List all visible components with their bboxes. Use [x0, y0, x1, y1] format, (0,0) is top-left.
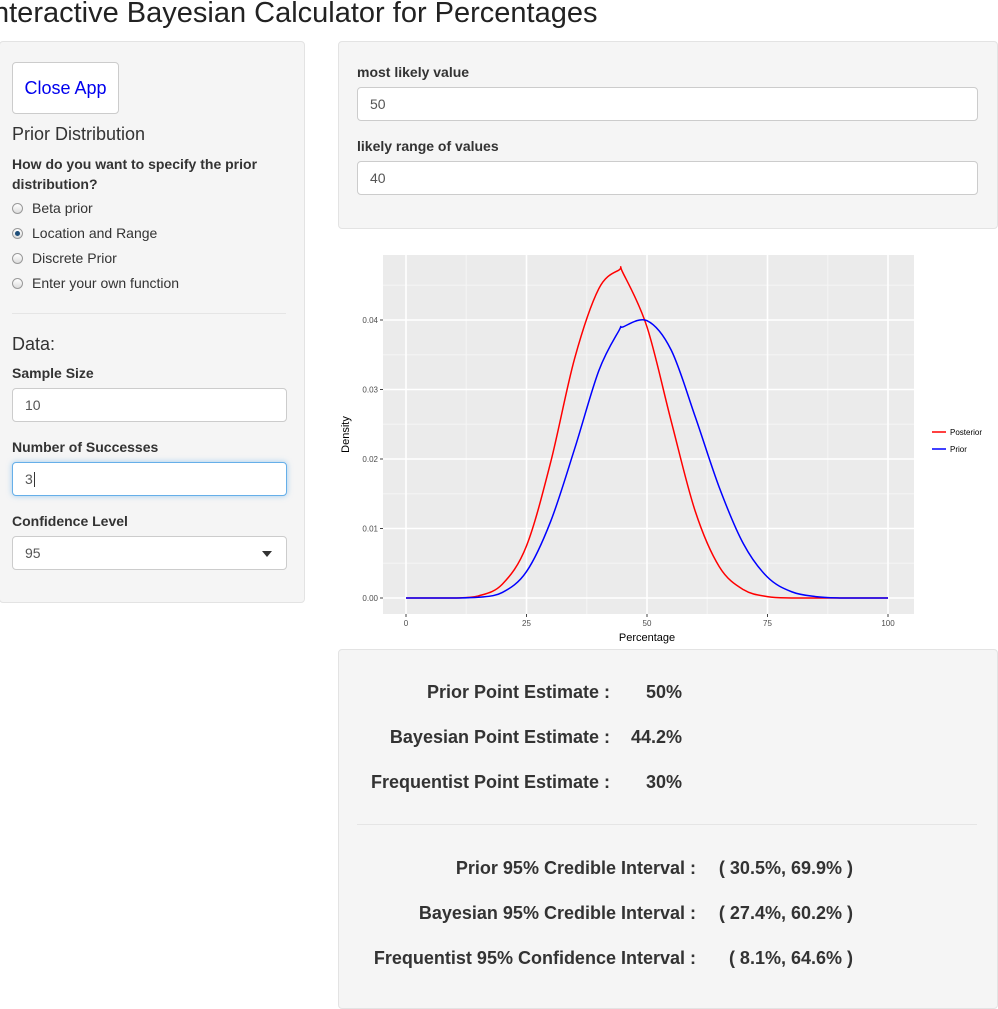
likely-range-label: likely range of values [357, 138, 499, 154]
most-likely-input[interactable]: 50 [357, 87, 978, 121]
series-line-posterior [406, 266, 888, 599]
frequentist-interval-value: ( 8.1%, 64.6% ) [728, 948, 853, 968]
x-axis-label: Percentage [619, 632, 675, 644]
radio-label: Beta prior [32, 200, 93, 216]
frequentist-point-estimate-label: Frequentist Point Estimate : [370, 772, 610, 792]
radio-label: Enter your own function [32, 275, 180, 291]
text-cursor [33, 471, 35, 487]
radio-location-and-range[interactable]: Location and Range [12, 225, 157, 241]
likely-range-input[interactable]: 40 [357, 161, 978, 195]
chevron-down-icon[interactable] [262, 551, 272, 557]
legend-label-posterior: Posterior [950, 428, 982, 437]
prior-interval-label: Prior 95% Credible Interval : [455, 858, 696, 878]
density-chart: 0 25 50 75 100 0.00 0.01 0.02 0.03 0.04 Percentage… [340, 255, 982, 644]
radio-own-function[interactable]: Enter your own function [12, 275, 179, 291]
divider [12, 313, 286, 314]
series-line-prior [406, 319, 888, 599]
x-tick-label: 75 [763, 619, 772, 628]
legend-label-prior: Prior [950, 445, 967, 454]
x-tick-label: 100 [881, 619, 895, 628]
confidence-level-select[interactable]: 95 [12, 536, 287, 570]
confidence-level-value: 95 [25, 545, 41, 561]
prior-distribution-heading: Prior Distribution [12, 124, 146, 144]
prior-params-panel: most likely value 50 likely range of val… [338, 41, 998, 229]
x-tick-label: 50 [643, 619, 652, 628]
sample-size-input[interactable]: 10 [12, 388, 287, 422]
close-app-button[interactable]: Close App [12, 62, 119, 114]
divider [357, 824, 977, 825]
radio-beta-prior[interactable]: Beta prior [12, 200, 93, 216]
y-tick-label: 0.03 [362, 386, 378, 395]
successes-value: 3 [25, 471, 33, 487]
frequentist-interval-label: Frequentist 95% Confidence Interval : [373, 948, 696, 968]
radio-label: Discrete Prior [32, 250, 117, 266]
successes-input[interactable]: 3 [12, 462, 287, 496]
y-axis-label: Density [340, 416, 352, 453]
radio-discrete-prior[interactable]: Discrete Prior [12, 250, 117, 266]
bayesian-point-estimate-label: Bayesian Point Estimate : [389, 727, 610, 747]
radio-button-icon[interactable] [12, 202, 23, 214]
prior-interval-value: ( 30.5%, 69.9% ) [718, 858, 853, 878]
estimates-panel: Prior Point Estimate : 50% Bayesian Poin… [338, 649, 998, 1009]
y-tick-label: 0.02 [362, 455, 378, 464]
x-tick-label: 0 [404, 619, 409, 628]
bayesian-point-estimate-value: 44.2% [630, 727, 682, 747]
x-tick-label: 25 [522, 619, 531, 628]
radio-button-selected-icon[interactable] [12, 227, 23, 239]
bayesian-interval-value: ( 27.4%, 60.2% ) [718, 903, 853, 923]
sample-size-label: Sample Size [12, 365, 94, 381]
prior-point-estimate-value: 50% [645, 682, 682, 702]
plot-panel-background [383, 255, 914, 614]
confidence-level-label: Confidence Level [12, 513, 128, 529]
prior-question-label: How do you want to specify the prior dis… [12, 156, 258, 192]
page-title: nteractive Bayesian Calculator for Perce… [0, 0, 598, 29]
successes-label: Number of Successes [12, 439, 159, 455]
most-likely-value: 50 [370, 96, 386, 112]
radio-label: Location and Range [32, 225, 158, 241]
frequentist-point-estimate-value: 30% [645, 772, 682, 792]
data-heading: Data: [12, 334, 56, 354]
y-tick-label: 0.04 [362, 316, 378, 325]
likely-range-value: 40 [370, 170, 386, 186]
y-tick-label: 0.01 [362, 525, 378, 534]
prior-point-estimate-label: Prior Point Estimate : [426, 682, 610, 702]
radio-button-icon[interactable] [12, 252, 23, 264]
y-tick-label: 0.00 [362, 594, 378, 603]
most-likely-label: most likely value [357, 64, 470, 80]
bayesian-interval-label: Bayesian 95% Credible Interval : [418, 903, 696, 923]
sample-size-value: 10 [25, 397, 41, 413]
sidebar-panel: Close App Prior Distribution How do you … [0, 41, 305, 603]
radio-button-icon[interactable] [12, 277, 23, 289]
